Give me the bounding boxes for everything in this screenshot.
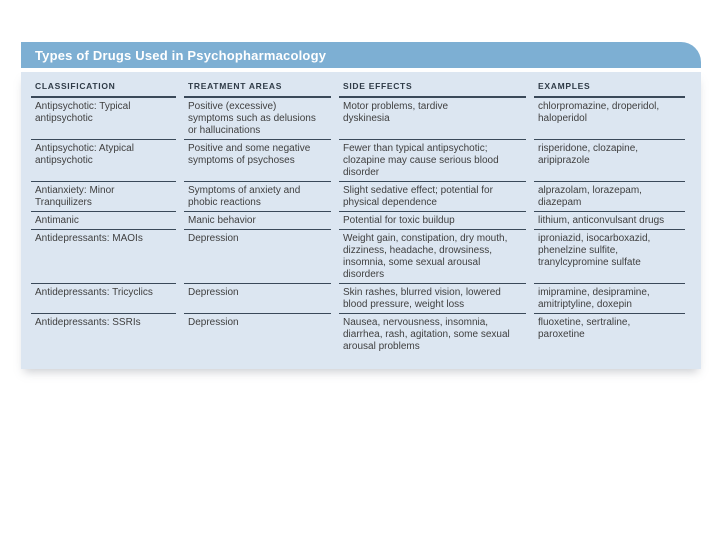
table-row: Antidepressants: Tricyclics Depression S… xyxy=(31,284,685,314)
cell-treatment-areas: Positive (excessive) symptoms such as de… xyxy=(184,98,331,140)
column-header-side-effects: SIDE EFFECTS xyxy=(339,72,526,98)
table-row: Antianxiety: Minor Tranquilizers Symptom… xyxy=(31,182,685,212)
cell-side-effects: Nausea, nervousness, insomnia, diarrhea,… xyxy=(343,317,510,352)
cell-treatment-areas: Positive and some negative symptoms of p… xyxy=(184,140,331,182)
table-title-bar: Types of Drugs Used in Psychopharmacolog… xyxy=(21,42,701,68)
cell-examples: iproniazid, isocarboxazid, phenelzine su… xyxy=(534,230,685,284)
cell-classification: Antimanic xyxy=(31,212,176,230)
cell-side-effects: Slight sedative effect; potential for ph… xyxy=(339,182,526,212)
cell-classification: Antipsychotic: Atypical antipsychotic xyxy=(31,140,176,182)
cell-examples: alprazolam, lorazepam, diazepam xyxy=(534,182,685,212)
cell-classification: Antipsychotic: Typical antipsychotic xyxy=(31,98,176,140)
cell-examples: fluoxetine, sertraline, paroxetine xyxy=(538,317,631,340)
cell-examples: chlorpromazine, droperidol, haloperidol xyxy=(534,98,685,140)
cell-classification: Antidepressants: MAOIs xyxy=(31,230,176,284)
drug-table-card: Types of Drugs Used in Psychopharmacolog… xyxy=(21,42,701,369)
cell-treatment-areas: Symptoms of anxiety and phobic reactions xyxy=(184,182,331,212)
cell-treatment-areas: Depression xyxy=(188,317,239,328)
cell-treatment-areas: Depression xyxy=(184,284,331,314)
cell-side-effects: Skin rashes, blurred vision, lowered blo… xyxy=(339,284,526,314)
cell-classification: Antidepressants: Tricyclics xyxy=(31,284,176,314)
cell-examples: risperidone, clozapine, aripiprazole xyxy=(534,140,685,182)
table-title: Types of Drugs Used in Psychopharmacolog… xyxy=(35,47,327,63)
table-row: Antimanic Manic behavior Potential for t… xyxy=(31,212,685,230)
table-row: Antidepressants: SSRIs Depression Nausea… xyxy=(31,314,685,357)
table-row: Antipsychotic: Atypical antipsychotic Po… xyxy=(31,140,685,182)
cell-classification: Antianxiety: Minor Tranquilizers xyxy=(31,182,176,212)
cell-side-effects: Motor problems, tardive dyskinesia xyxy=(339,98,526,140)
cell-classification: Antidepressants: SSRIs xyxy=(35,317,141,328)
table-panel: CLASSIFICATION TREATMENT AREAS SIDE EFFE… xyxy=(21,72,701,369)
cell-side-effects: Fewer than typical antipsychotic; clozap… xyxy=(339,140,526,182)
table-header-row: CLASSIFICATION TREATMENT AREAS SIDE EFFE… xyxy=(31,72,685,98)
column-header-treatment-areas: TREATMENT AREAS xyxy=(184,72,331,98)
table-row: Antipsychotic: Typical antipsychotic Pos… xyxy=(31,98,685,140)
cell-examples: imipramine, desipramine, amitriptyline, … xyxy=(534,284,685,314)
cell-side-effects: Potential for toxic buildup xyxy=(339,212,526,230)
column-header-classification: CLASSIFICATION xyxy=(31,72,176,98)
cell-side-effects: Weight gain, constipation, dry mouth, di… xyxy=(339,230,526,284)
column-header-examples: EXAMPLES xyxy=(534,72,685,98)
cell-treatment-areas: Manic behavior xyxy=(184,212,331,230)
cell-examples: lithium, anticonvulsant drugs xyxy=(534,212,685,230)
cell-treatment-areas: Depression xyxy=(184,230,331,284)
table-row: Antidepressants: MAOIs Depression Weight… xyxy=(31,230,685,284)
